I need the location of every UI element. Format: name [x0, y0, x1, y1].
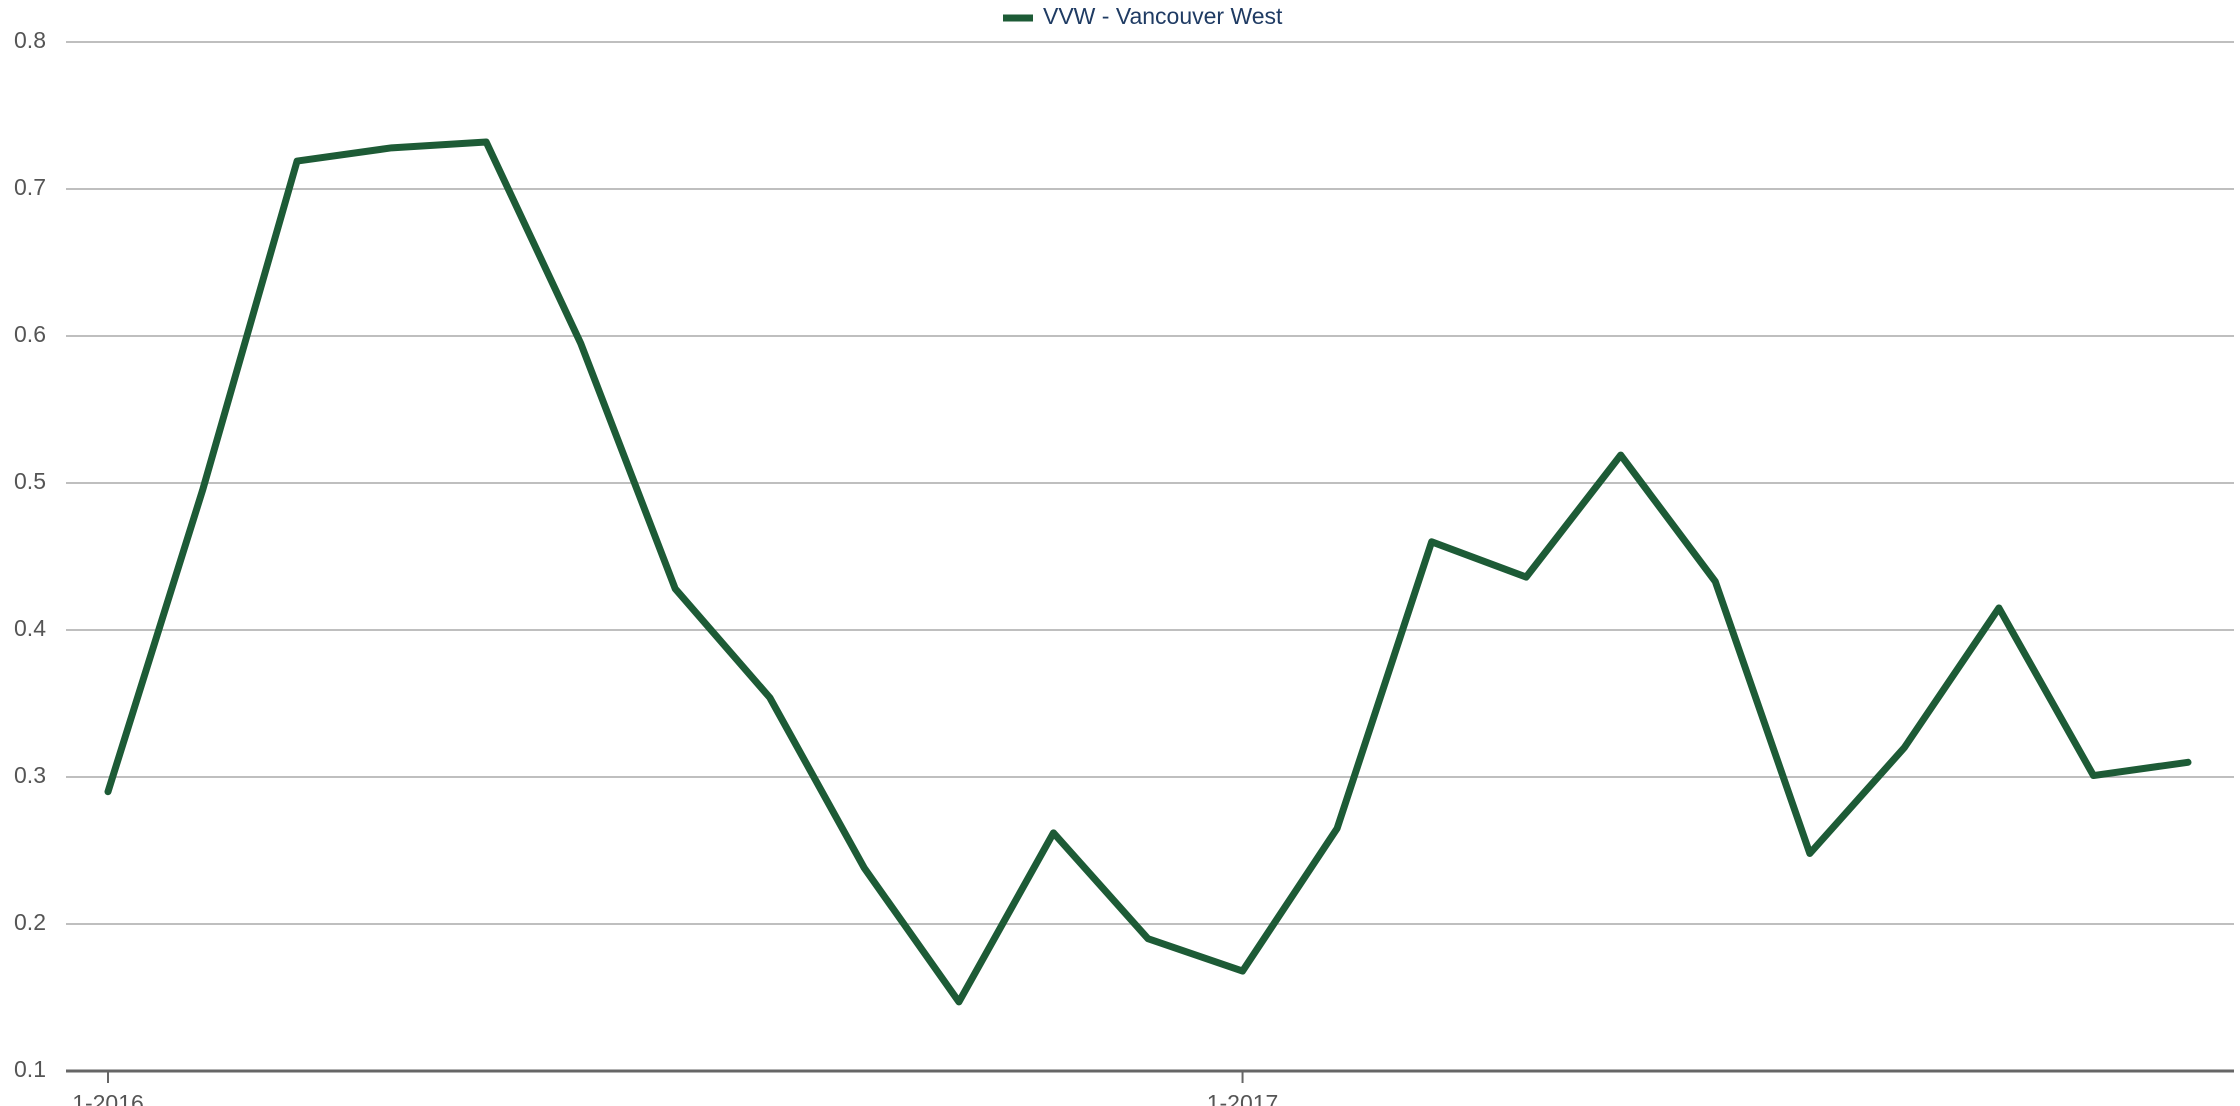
data-line: [104, 138, 2192, 1006]
x-tick-label: 1-2016: [72, 1090, 144, 1106]
y-tick-label: 0.7: [14, 174, 46, 200]
y-tick-label: 0.3: [14, 762, 46, 788]
y-tick-label: 0.8: [14, 27, 46, 53]
legend-label[interactable]: VVW - Vancouver West: [1043, 3, 1283, 29]
y-tick-label: 0.5: [14, 468, 46, 494]
y-tick-label: 0.4: [14, 615, 46, 641]
x-tick-label: 1-2017: [1207, 1090, 1279, 1106]
y-tick-label: 0.6: [14, 321, 46, 347]
y-tick-label: 0.2: [14, 909, 46, 935]
y-tick-label: 0.1: [14, 1056, 46, 1082]
